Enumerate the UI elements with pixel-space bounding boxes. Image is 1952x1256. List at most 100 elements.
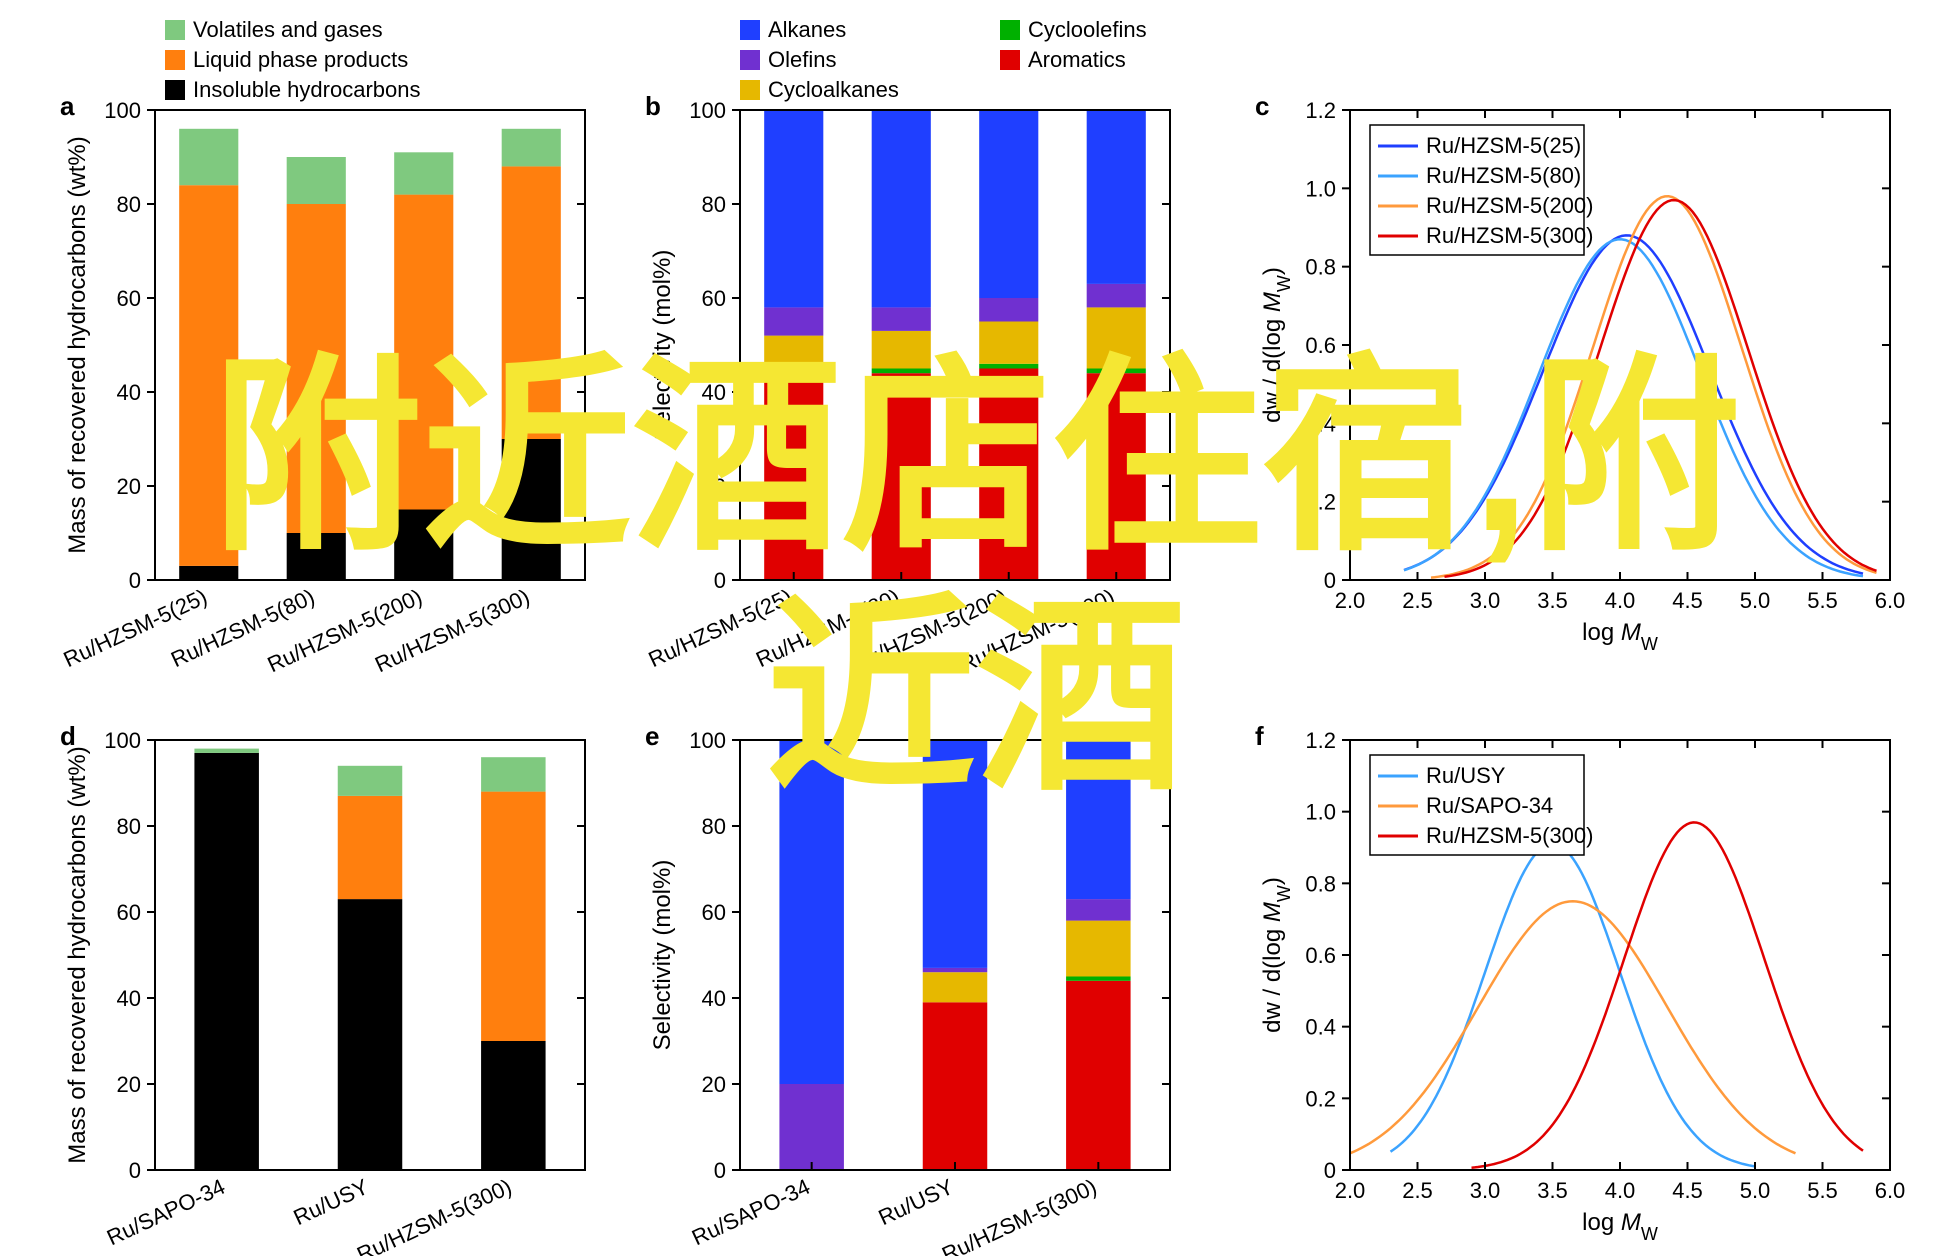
- watermark-text: 附近酒店住宿,附: [212, 340, 1740, 575]
- ytick-label: 60: [117, 286, 141, 311]
- legend-label: Liquid phase products: [193, 47, 408, 72]
- panel-letter-b: b: [645, 91, 661, 121]
- bar-volatiles: [338, 766, 403, 796]
- bar-volatiles: [394, 152, 453, 194]
- xtick-label: 3.5: [1537, 1178, 1568, 1203]
- line-series: [1391, 844, 1756, 1166]
- bar-olefins: [979, 298, 1038, 322]
- line-series: [1472, 822, 1864, 1167]
- ylabel: Selectivity (mol%): [649, 860, 676, 1051]
- ytick-label: 0.8: [1305, 871, 1336, 896]
- xtick-label: 2.5: [1402, 1178, 1433, 1203]
- bar-olefins: [1066, 899, 1131, 921]
- bar-insoluble: [194, 753, 259, 1170]
- bar-alkanes: [979, 110, 1038, 298]
- legend-label: Ru/HZSM-5(300): [1426, 823, 1593, 848]
- legend-swatch: [1000, 50, 1020, 70]
- ytick-label: 40: [117, 986, 141, 1011]
- ytick-label: 100: [104, 98, 141, 123]
- xtick-label: 6.0: [1875, 588, 1906, 613]
- xtick-label: 5.5: [1807, 588, 1838, 613]
- xtick-label: 2.5: [1402, 588, 1433, 613]
- xtick-label: 2.0: [1335, 1178, 1366, 1203]
- ytick-label: 100: [104, 728, 141, 753]
- legend-label: Ru/HZSM-5(200): [1426, 193, 1593, 218]
- panel-letter-c: c: [1255, 91, 1269, 121]
- xtick-label: Ru/SAPO-34: [103, 1174, 229, 1250]
- bar-alkanes: [1087, 110, 1146, 284]
- bar-insoluble: [338, 899, 403, 1170]
- bar-insoluble: [481, 1041, 546, 1170]
- xtick-label: 4.5: [1672, 588, 1703, 613]
- ytick-label: 20: [702, 1072, 726, 1097]
- ytick-label: 20: [117, 1072, 141, 1097]
- xtick-label: 4.0: [1605, 588, 1636, 613]
- bar-olefins: [872, 307, 931, 331]
- xtick-label: 3.0: [1470, 588, 1501, 613]
- xtick-label: 3.0: [1470, 1178, 1501, 1203]
- bar-alkanes: [872, 110, 931, 307]
- xtick-label: 2.0: [1335, 588, 1366, 613]
- bar-volatiles: [287, 157, 346, 204]
- legend-label: Olefins: [768, 47, 836, 72]
- ytick-label: 80: [117, 814, 141, 839]
- ytick-label: 0.4: [1305, 1015, 1336, 1040]
- legend-swatch: [165, 50, 185, 70]
- ytick-label: 0: [129, 1158, 141, 1183]
- legend-label: Insoluble hydrocarbons: [193, 77, 420, 102]
- ytick-label: 60: [702, 900, 726, 925]
- ytick-label: 0.8: [1305, 255, 1336, 280]
- bar-cycloalkanes: [1066, 921, 1131, 977]
- xtick-label: 5.0: [1740, 588, 1771, 613]
- ytick-label: 80: [117, 192, 141, 217]
- bar-aromatics: [923, 1002, 988, 1170]
- legend-swatch: [740, 20, 760, 40]
- ytick-label: 0.6: [1305, 943, 1336, 968]
- watermark-text: 近酒: [766, 580, 1186, 815]
- line-series: [1350, 901, 1796, 1153]
- panel-letter-e: e: [645, 721, 659, 751]
- legend-label: Ru/HZSM-5(300): [1426, 223, 1593, 248]
- ytick-label: 80: [702, 814, 726, 839]
- bar-volatiles: [179, 129, 238, 185]
- xtick-label: Ru/SAPO-34: [688, 1174, 814, 1250]
- xtick-label: 6.0: [1875, 1178, 1906, 1203]
- ytick-label: 0.2: [1305, 1086, 1336, 1111]
- ytick-label: 1.2: [1305, 98, 1336, 123]
- bar-olefins: [764, 307, 823, 335]
- xtick-label: 4.5: [1672, 1178, 1703, 1203]
- legend-label: Ru/HZSM-5(80): [1426, 163, 1581, 188]
- xtick-label: 3.5: [1537, 588, 1568, 613]
- ytick-label: 60: [702, 286, 726, 311]
- ytick-label: 1.0: [1305, 176, 1336, 201]
- ytick-label: 100: [689, 98, 726, 123]
- legend-label: Cycloalkanes: [768, 77, 899, 102]
- bar-alkanes: [764, 110, 823, 307]
- legend-swatch: [165, 80, 185, 100]
- ytick-label: 40: [702, 986, 726, 1011]
- legend-label: Ru/SAPO-34: [1426, 793, 1553, 818]
- ytick-label: 20: [117, 474, 141, 499]
- bar-liquid: [338, 796, 403, 899]
- panel-letter-a: a: [60, 91, 75, 121]
- bar-olefins: [1087, 284, 1146, 308]
- bar-cycloolefins: [1066, 977, 1131, 981]
- bar-olefins: [923, 968, 988, 972]
- legend-label: Aromatics: [1028, 47, 1126, 72]
- xtick-label: 4.0: [1605, 1178, 1636, 1203]
- xtick-label: Ru/HZSM-5(300): [938, 1174, 1100, 1256]
- xtick-label: Ru/USY: [875, 1174, 958, 1230]
- legend-swatch: [1000, 20, 1020, 40]
- ylabel: dw / d(log MW): [1259, 877, 1294, 1033]
- bar-cycloalkanes: [923, 972, 988, 1002]
- legend-swatch: [740, 80, 760, 100]
- ytick-label: 60: [117, 900, 141, 925]
- bar-volatiles: [502, 129, 561, 167]
- ylabel: Mass of recovered hydrocarbons (wt%): [64, 136, 91, 554]
- legend-label: Ru/HZSM-5(25): [1426, 133, 1581, 158]
- xlabel: log MW: [1582, 1209, 1658, 1244]
- xtick-label: Ru/HZSM-5(300): [353, 1174, 515, 1256]
- legend-swatch: [740, 50, 760, 70]
- ytick-label: 0: [714, 1158, 726, 1183]
- bar-aromatics: [1066, 981, 1131, 1170]
